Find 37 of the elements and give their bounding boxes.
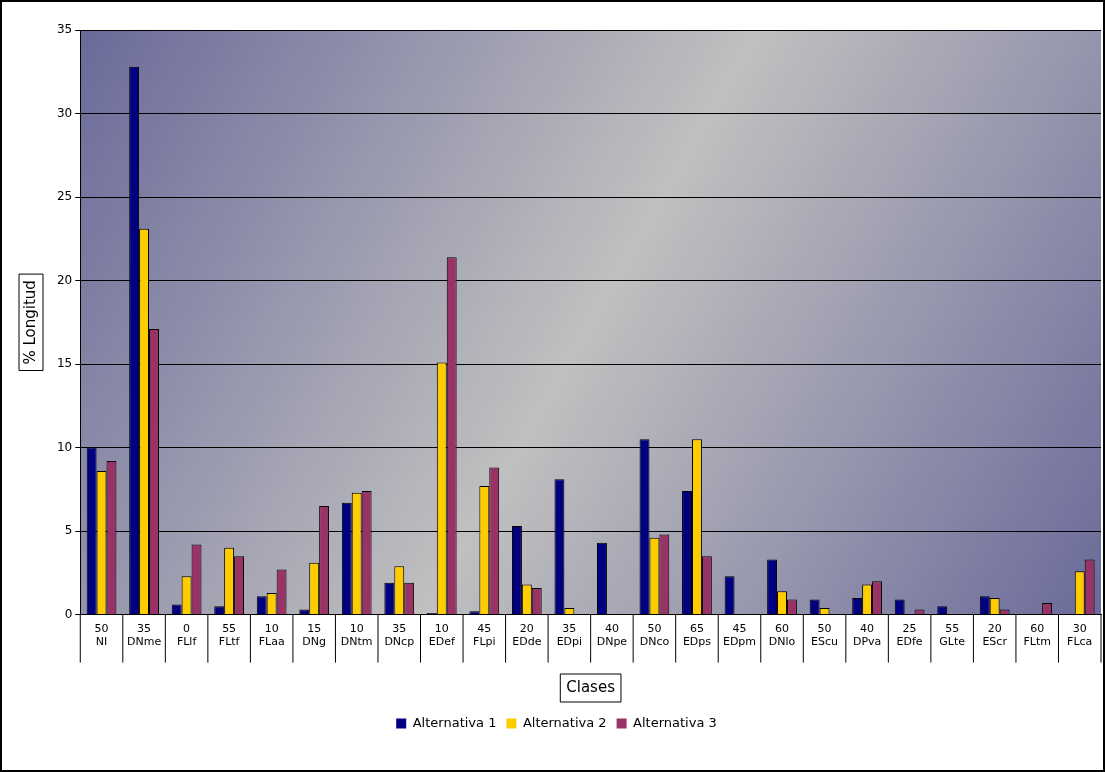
x-tick-label: 30 FLca — [1067, 622, 1093, 649]
x-tick-label: 50 DNco — [639, 622, 670, 649]
x-tick-label: 50 NI — [94, 622, 109, 649]
legend-label: Alternativa 2 — [522, 714, 607, 730]
x-tick-label: 40 DNpe — [596, 622, 628, 649]
x-axis-title: Clases — [566, 677, 616, 696]
x-tick-label: 20 EScr — [982, 622, 1008, 649]
x-tick-label: 50 EScu — [811, 622, 839, 649]
y-tick-label: 30 — [56, 105, 73, 120]
x-tick-label: 10 DNtm — [340, 622, 373, 649]
x-tick-label: 20 EDde — [512, 622, 542, 649]
y-tick-label: 0 — [64, 606, 73, 621]
x-tick-label: 10 FLaa — [258, 622, 285, 649]
legend-label: Alternativa 3 — [633, 714, 717, 730]
x-tick-label: 15 DNg — [302, 622, 327, 649]
x-tick-label: 35 DNcp — [384, 622, 415, 649]
x-tick-label: 0 FLlf — [176, 622, 198, 649]
x-tick-label: 60 DNlo — [768, 622, 796, 649]
y-tick-label: 15 — [56, 356, 73, 371]
y-tick-label: 35 — [56, 22, 73, 37]
x-tick-label: 10 EDef — [428, 622, 456, 649]
x-tick-label: 25 EDfe — [896, 622, 923, 649]
y-tick-label: 20 — [56, 272, 73, 287]
x-tick-label: 60 FLtm — [1023, 622, 1051, 649]
legend-label: Alternativa 1 — [412, 714, 497, 730]
y-tick-label: 5 — [64, 523, 73, 538]
x-tick-label: 45 EDpm — [722, 622, 757, 649]
x-tick-label: 45 FLpi — [473, 622, 496, 649]
x-tick-label: 65 EDps — [682, 622, 712, 649]
y-tick-label: 25 — [56, 189, 73, 204]
x-tick-label: 35 DNme — [126, 622, 162, 649]
x-tick-label: 40 DPva — [852, 622, 882, 649]
x-tick-label: 35 EDpi — [556, 622, 583, 649]
x-tick-label: 55 FLtf — [218, 622, 241, 649]
y-tick-label: 10 — [56, 439, 73, 454]
x-tick-label: 55 GLte — [939, 622, 966, 649]
y-axis-title: % Longitud — [20, 280, 39, 365]
